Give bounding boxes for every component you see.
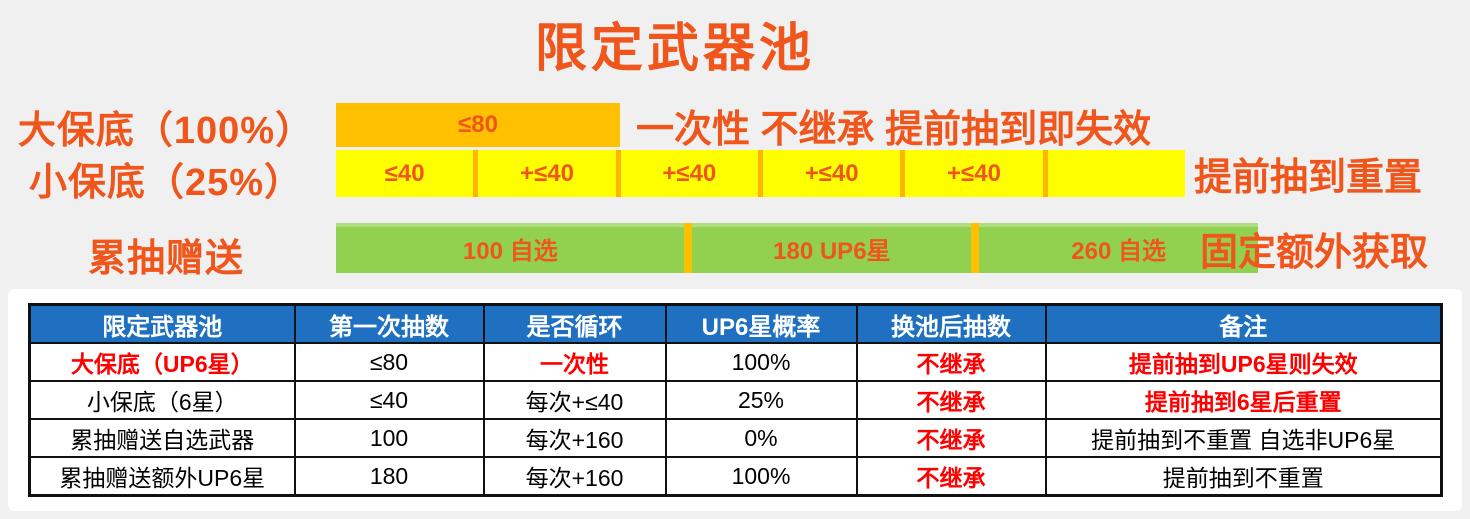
label-cumulative: 累抽赠送 — [87, 238, 244, 280]
bar-segment: 260 自选 — [1071, 237, 1166, 265]
table-row: 大保底（UP6星） ≤80 一次性 100% 不继承 提前抽到UP6星则失效 — [28, 342, 1443, 382]
bar-grand-pity: ≤80 — [336, 103, 620, 147]
segment-divider — [615, 150, 621, 197]
bar-segment — [1048, 150, 1185, 197]
cell-up6-rate: 25% — [664, 380, 858, 420]
label-grand-pity: 大保底（100%） — [17, 110, 315, 152]
cell-remarks: 提前抽到UP6星则失效 — [1044, 342, 1443, 382]
segment-divider — [473, 150, 479, 197]
bar-segment: ≤80 — [458, 111, 498, 138]
segment-divider — [757, 150, 763, 197]
bar-segment: 180 UP6星 — [773, 237, 891, 265]
cell-first-draws: ≤40 — [293, 380, 485, 420]
header-first-draws: 第一次抽数 — [293, 303, 485, 344]
cell-looping: 每次+160 — [482, 418, 667, 458]
table-header-row: 限定武器池 第一次抽数 是否循环 UP6星概率 换池后抽数 备注 — [28, 303, 1443, 344]
table-row: 累抽赠送额外UP6星 180 每次+160 100% 不继承 提前抽到不重置 — [28, 456, 1443, 497]
cell-up6-rate: 100% — [664, 342, 858, 382]
cell-looping: 每次+≤40 — [482, 380, 667, 420]
segment-divider — [1042, 150, 1048, 197]
cell-pool-name: 小保底（6星） — [28, 380, 296, 420]
header-pool-name: 限定武器池 — [28, 303, 296, 344]
bar-segment: +≤40 — [662, 159, 717, 187]
cell-after-switch: 不继承 — [855, 342, 1047, 382]
bar-cumulative: 100 自选 180 UP6星 260 自选 — [336, 223, 1258, 273]
cell-up6-rate: 0% — [664, 418, 858, 458]
label-small-pity: 小保底（25%） — [28, 162, 304, 204]
header-up6-rate: UP6星概率 — [664, 303, 858, 344]
cell-after-switch: 不继承 — [855, 456, 1047, 497]
cell-up6-rate: 100% — [664, 456, 858, 497]
cell-looping: 一次性 — [482, 342, 667, 382]
cell-remarks: 提前抽到不重置 — [1044, 456, 1443, 497]
cell-after-switch: 不继承 — [855, 380, 1047, 420]
cell-remarks: 提前抽到6星后重置 — [1044, 380, 1443, 420]
note-grand-pity: 一次性 不继承 提前抽到即失效 — [636, 108, 1152, 151]
cell-after-switch: 不继承 — [855, 418, 1047, 458]
cell-pool-name: 累抽赠送自选武器 — [28, 418, 296, 458]
table-row: 累抽赠送自选武器 100 每次+160 0% 不继承 提前抽到不重置 自选非UP… — [28, 418, 1443, 458]
table-panel: 限定武器池 第一次抽数 是否循环 UP6星概率 换池后抽数 备注 大保底（UP6… — [8, 289, 1462, 511]
bar-segment: +≤40 — [947, 159, 1001, 187]
bar-segment: +≤40 — [804, 159, 859, 187]
header-after-switch: 换池后抽数 — [855, 303, 1047, 344]
pool-rules-table: 限定武器池 第一次抽数 是否循环 UP6星概率 换池后抽数 备注 大保底（UP6… — [28, 303, 1443, 497]
cell-first-draws: 180 — [293, 456, 485, 497]
page-title: 限定武器池 — [534, 20, 815, 78]
bar-small-pity: ≤40 +≤40 +≤40 +≤40 +≤40 — [336, 150, 1185, 197]
bar-segment: ≤40 — [384, 159, 425, 187]
cell-first-draws: ≤80 — [293, 342, 485, 382]
cell-looping: 每次+160 — [482, 456, 667, 497]
note-small-pity: 提前抽到重置 — [1194, 157, 1423, 199]
table-row: 小保底（6星） ≤40 每次+≤40 25% 不继承 提前抽到6星后重置 — [28, 380, 1443, 420]
cell-pool-name: 累抽赠送额外UP6星 — [28, 456, 296, 497]
header-looping: 是否循环 — [482, 303, 667, 344]
bar-segment: 100 自选 — [462, 237, 558, 265]
header-remarks: 备注 — [1044, 303, 1443, 344]
segment-divider — [900, 150, 906, 197]
bar-segment: +≤40 — [520, 159, 574, 187]
cell-pool-name: 大保底（UP6星） — [28, 342, 296, 382]
segment-divider — [684, 223, 693, 273]
note-cumulative: 固定额外获取 — [1200, 231, 1429, 274]
cell-remarks: 提前抽到不重置 自选非UP6星 — [1044, 418, 1443, 458]
segment-divider — [971, 223, 980, 273]
cell-first-draws: 100 — [293, 418, 485, 458]
